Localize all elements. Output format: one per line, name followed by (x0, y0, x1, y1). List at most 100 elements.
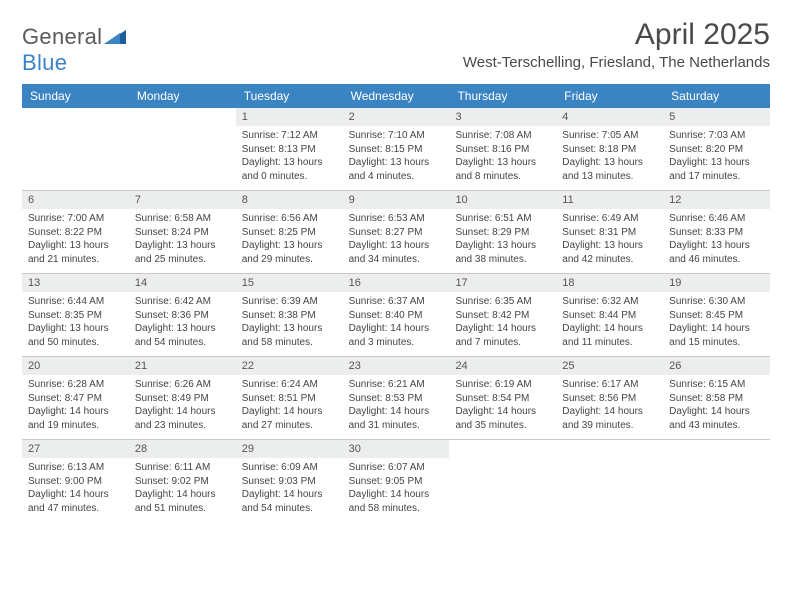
daynum-bar: 16 (343, 274, 450, 292)
sunrise-line: Sunrise: 6:46 AM (669, 212, 764, 226)
sunrise-line: Sunrise: 6:44 AM (28, 295, 123, 309)
calendar-cell: 21Sunrise: 6:26 AMSunset: 8:49 PMDayligh… (129, 357, 236, 439)
header: General Blue April 2025 West-Terschellin… (22, 18, 770, 76)
calendar-cell: 25Sunrise: 6:17 AMSunset: 8:56 PMDayligh… (556, 357, 663, 439)
sunset-line: Sunset: 8:27 PM (349, 226, 444, 240)
calendar-cell: 5Sunrise: 7:03 AMSunset: 8:20 PMDaylight… (663, 108, 770, 190)
daynum-bar: 15 (236, 274, 343, 292)
cell-body: Sunrise: 6:21 AMSunset: 8:53 PMDaylight:… (343, 375, 450, 438)
sunset-line: Sunset: 8:51 PM (242, 392, 337, 406)
sunrise-line: Sunrise: 7:05 AM (562, 129, 657, 143)
logo-triangle-icon (104, 28, 126, 44)
sunrise-line: Sunrise: 6:26 AM (135, 378, 230, 392)
cell-body: Sunrise: 6:13 AMSunset: 9:00 PMDaylight:… (22, 458, 129, 521)
daylight-line: Daylight: 13 hours and 42 minutes. (562, 239, 657, 266)
cell-body: Sunrise: 6:07 AMSunset: 9:05 PMDaylight:… (343, 458, 450, 521)
sunrise-line: Sunrise: 6:42 AM (135, 295, 230, 309)
daylight-line: Daylight: 13 hours and 13 minutes. (562, 156, 657, 183)
daylight-line: Daylight: 13 hours and 21 minutes. (28, 239, 123, 266)
sunset-line: Sunset: 8:35 PM (28, 309, 123, 323)
calendar-cell (449, 440, 556, 522)
dow-header: Tuesday (236, 84, 343, 108)
daylight-line: Daylight: 13 hours and 0 minutes. (242, 156, 337, 183)
daylight-line: Daylight: 13 hours and 29 minutes. (242, 239, 337, 266)
daylight-line: Daylight: 14 hours and 31 minutes. (349, 405, 444, 432)
daynum-bar: 10 (449, 191, 556, 209)
daylight-line: Daylight: 14 hours and 43 minutes. (669, 405, 764, 432)
sunrise-line: Sunrise: 7:08 AM (455, 129, 550, 143)
cell-body: Sunrise: 6:49 AMSunset: 8:31 PMDaylight:… (556, 209, 663, 272)
sunset-line: Sunset: 8:56 PM (562, 392, 657, 406)
sunset-line: Sunset: 8:42 PM (455, 309, 550, 323)
daynum-bar: 30 (343, 440, 450, 458)
cell-body: Sunrise: 6:15 AMSunset: 8:58 PMDaylight:… (663, 375, 770, 438)
sunset-line: Sunset: 8:45 PM (669, 309, 764, 323)
calendar-cell: 7Sunrise: 6:58 AMSunset: 8:24 PMDaylight… (129, 191, 236, 273)
cell-body: Sunrise: 6:11 AMSunset: 9:02 PMDaylight:… (129, 458, 236, 521)
sunrise-line: Sunrise: 7:12 AM (242, 129, 337, 143)
cell-body: Sunrise: 7:08 AMSunset: 8:16 PMDaylight:… (449, 126, 556, 189)
daynum-bar: 28 (129, 440, 236, 458)
cell-body: Sunrise: 6:46 AMSunset: 8:33 PMDaylight:… (663, 209, 770, 272)
dow-header: Monday (129, 84, 236, 108)
daylight-line: Daylight: 13 hours and 34 minutes. (349, 239, 444, 266)
cell-body: Sunrise: 6:37 AMSunset: 8:40 PMDaylight:… (343, 292, 450, 355)
daynum-bar: 21 (129, 357, 236, 375)
calendar-cell: 23Sunrise: 6:21 AMSunset: 8:53 PMDayligh… (343, 357, 450, 439)
sunrise-line: Sunrise: 6:37 AM (349, 295, 444, 309)
daynum-bar: 22 (236, 357, 343, 375)
sunset-line: Sunset: 8:31 PM (562, 226, 657, 240)
calendar-cell: 20Sunrise: 6:28 AMSunset: 8:47 PMDayligh… (22, 357, 129, 439)
sunrise-line: Sunrise: 6:53 AM (349, 212, 444, 226)
dow-header: Thursday (449, 84, 556, 108)
daylight-line: Daylight: 14 hours and 54 minutes. (242, 488, 337, 515)
brand-text-b: Blue (22, 50, 67, 75)
sunset-line: Sunset: 8:54 PM (455, 392, 550, 406)
daynum-bar: 1 (236, 108, 343, 126)
sunset-line: Sunset: 8:38 PM (242, 309, 337, 323)
daynum-bar: 14 (129, 274, 236, 292)
daynum-bar: 26 (663, 357, 770, 375)
calendar-cell: 24Sunrise: 6:19 AMSunset: 8:54 PMDayligh… (449, 357, 556, 439)
calendar-cell: 15 Sunrise: 6:39 AMSunset: 8:38 PMDayligh… (236, 274, 343, 356)
sunset-line: Sunset: 8:22 PM (28, 226, 123, 240)
daynum-bar: 19 (663, 274, 770, 292)
dow-header: Saturday (663, 84, 770, 108)
calendar-cell: 11Sunrise: 6:49 AMSunset: 8:31 PMDayligh… (556, 191, 663, 273)
daynum-bar: 2 (343, 108, 450, 126)
sunrise-line: Sunrise: 6:39 AM (242, 295, 337, 309)
calendar-cell: 16Sunrise: 6:37 AMSunset: 8:40 PMDayligh… (343, 274, 450, 356)
sunset-line: Sunset: 8:58 PM (669, 392, 764, 406)
calendar-cell (22, 108, 129, 190)
sunrise-line: Sunrise: 7:00 AM (28, 212, 123, 226)
daynum-bar: 5 (663, 108, 770, 126)
sunset-line: Sunset: 9:05 PM (349, 475, 444, 489)
daynum-bar: 27 (22, 440, 129, 458)
daylight-line: Daylight: 13 hours and 58 minutes. (242, 322, 337, 349)
sunrise-line: Sunrise: 6:21 AM (349, 378, 444, 392)
daynum-bar: 20 (22, 357, 129, 375)
sunrise-line: Sunrise: 6:30 AM (669, 295, 764, 309)
sunrise-line: Sunrise: 6:11 AM (135, 461, 230, 475)
daylight-line: Daylight: 14 hours and 3 minutes. (349, 322, 444, 349)
cell-body: Sunrise: 6:26 AMSunset: 8:49 PMDaylight:… (129, 375, 236, 438)
calendar-week: 27Sunrise: 6:13 AMSunset: 9:00 PMDayligh… (22, 440, 770, 522)
daynum-bar: 8 (236, 191, 343, 209)
cell-body: Sunrise: 7:03 AMSunset: 8:20 PMDaylight:… (663, 126, 770, 189)
brand-logo: General Blue (22, 18, 126, 76)
cell-body: Sunrise: 7:00 AMSunset: 8:22 PMDaylight:… (22, 209, 129, 272)
sunset-line: Sunset: 9:03 PM (242, 475, 337, 489)
daylight-line: Daylight: 14 hours and 35 minutes. (455, 405, 550, 432)
daylight-line: Daylight: 14 hours and 27 minutes. (242, 405, 337, 432)
daynum-bar: 17 (449, 274, 556, 292)
daynum-bar: 24 (449, 357, 556, 375)
daynum-bar: 7 (129, 191, 236, 209)
calendar-cell (556, 440, 663, 522)
sunset-line: Sunset: 8:33 PM (669, 226, 764, 240)
sunrise-line: Sunrise: 6:17 AM (562, 378, 657, 392)
daynum-bar: 29 (236, 440, 343, 458)
cell-body: Sunrise: 6:32 AMSunset: 8:44 PMDaylight:… (556, 292, 663, 355)
sunrise-line: Sunrise: 6:56 AM (242, 212, 337, 226)
cell-body: Sunrise: 7:10 AMSunset: 8:15 PMDaylight:… (343, 126, 450, 189)
sunset-line: Sunset: 9:00 PM (28, 475, 123, 489)
